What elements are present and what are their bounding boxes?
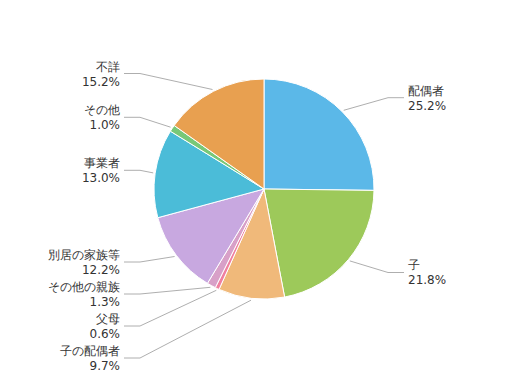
data-label: 13.0%: [82, 171, 120, 185]
slice-label: 別居の家族等: [48, 248, 120, 262]
labels: 配偶者25.2% 子21.8% 子の配偶者9.7% 父母0.6% その他の親族1.3% 別…: [48, 60, 446, 373]
data-label: 1.3%: [90, 295, 121, 309]
data-label: 1.0%: [90, 118, 121, 132]
slice-label: 不詳: [96, 60, 120, 74]
data-label: 9.7%: [90, 359, 121, 373]
data-label: 21.8%: [408, 273, 446, 287]
slice-label: 子: [408, 258, 420, 272]
pie-slice: [174, 79, 264, 189]
leader-line: [124, 117, 171, 127]
data-label: 12.2%: [82, 263, 120, 277]
slice-label: 配偶者: [408, 84, 444, 98]
leader-line: [124, 170, 153, 173]
leader-line: [124, 257, 175, 263]
slice-label: その他: [84, 103, 120, 117]
pie-slice: [264, 79, 374, 190]
leader-line: [124, 287, 210, 294]
leader-line: [124, 290, 216, 326]
data-label: 0.6%: [90, 327, 121, 341]
slices: [154, 79, 374, 299]
chart-container: 配偶者25.2% 子21.8% 子の配偶者9.7% 父母0.6% その他の親族1.3% 別…: [0, 0, 529, 378]
slice-label: その他の親族: [48, 280, 120, 294]
pie-chart: 配偶者25.2% 子21.8% 子の配偶者9.7% 父母0.6% その他の親族1.3% 別…: [0, 0, 529, 378]
slice-label: 子の配偶者: [60, 344, 120, 358]
slice-label: 事業者: [84, 156, 120, 170]
leader-line: [350, 261, 404, 273]
data-label: 25.2%: [408, 99, 446, 113]
slice-label: 父母: [96, 312, 120, 326]
leader-line: [124, 300, 251, 358]
data-label: 15.2%: [82, 75, 120, 89]
leader-line: [344, 98, 404, 111]
leader-line: [124, 74, 213, 90]
